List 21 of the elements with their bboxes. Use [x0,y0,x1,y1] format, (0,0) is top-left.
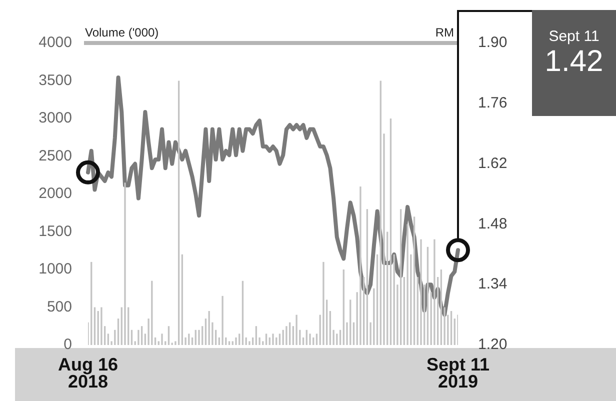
y-tick-label: 500 [46,298,72,316]
y2-axis-title: RM [435,25,454,40]
y2-tick-label: 1.34 [478,276,508,293]
y-tick-label: 0 [64,336,72,354]
x-tick-label: Sept 11 2019 [426,354,490,392]
y2-tick-label: 1.90 [478,34,508,52]
y-tick-label: 2500 [38,147,72,164]
y2-tick-label: 1.62 [478,154,508,172]
y2-tick-label: 1.48 [478,215,508,232]
y2-tick-label: 1.20 [478,336,508,354]
y-tick-label: 4000 [38,34,72,52]
y-axis-title: Volume ('000) [85,25,159,40]
y-tick-label: 3000 [38,110,72,127]
y-tick-label: 1500 [38,222,72,240]
text: 1.42 [544,45,604,79]
y2-tick-label: 1.76 [478,94,508,112]
y-tick-label: 1000 [38,260,72,278]
x-tick-label: Aug 16 2018 [58,354,118,392]
text: Sept 11 [548,28,600,45]
y-tick-label: 3500 [38,72,72,89]
y-tick-label: 2000 [38,185,72,202]
